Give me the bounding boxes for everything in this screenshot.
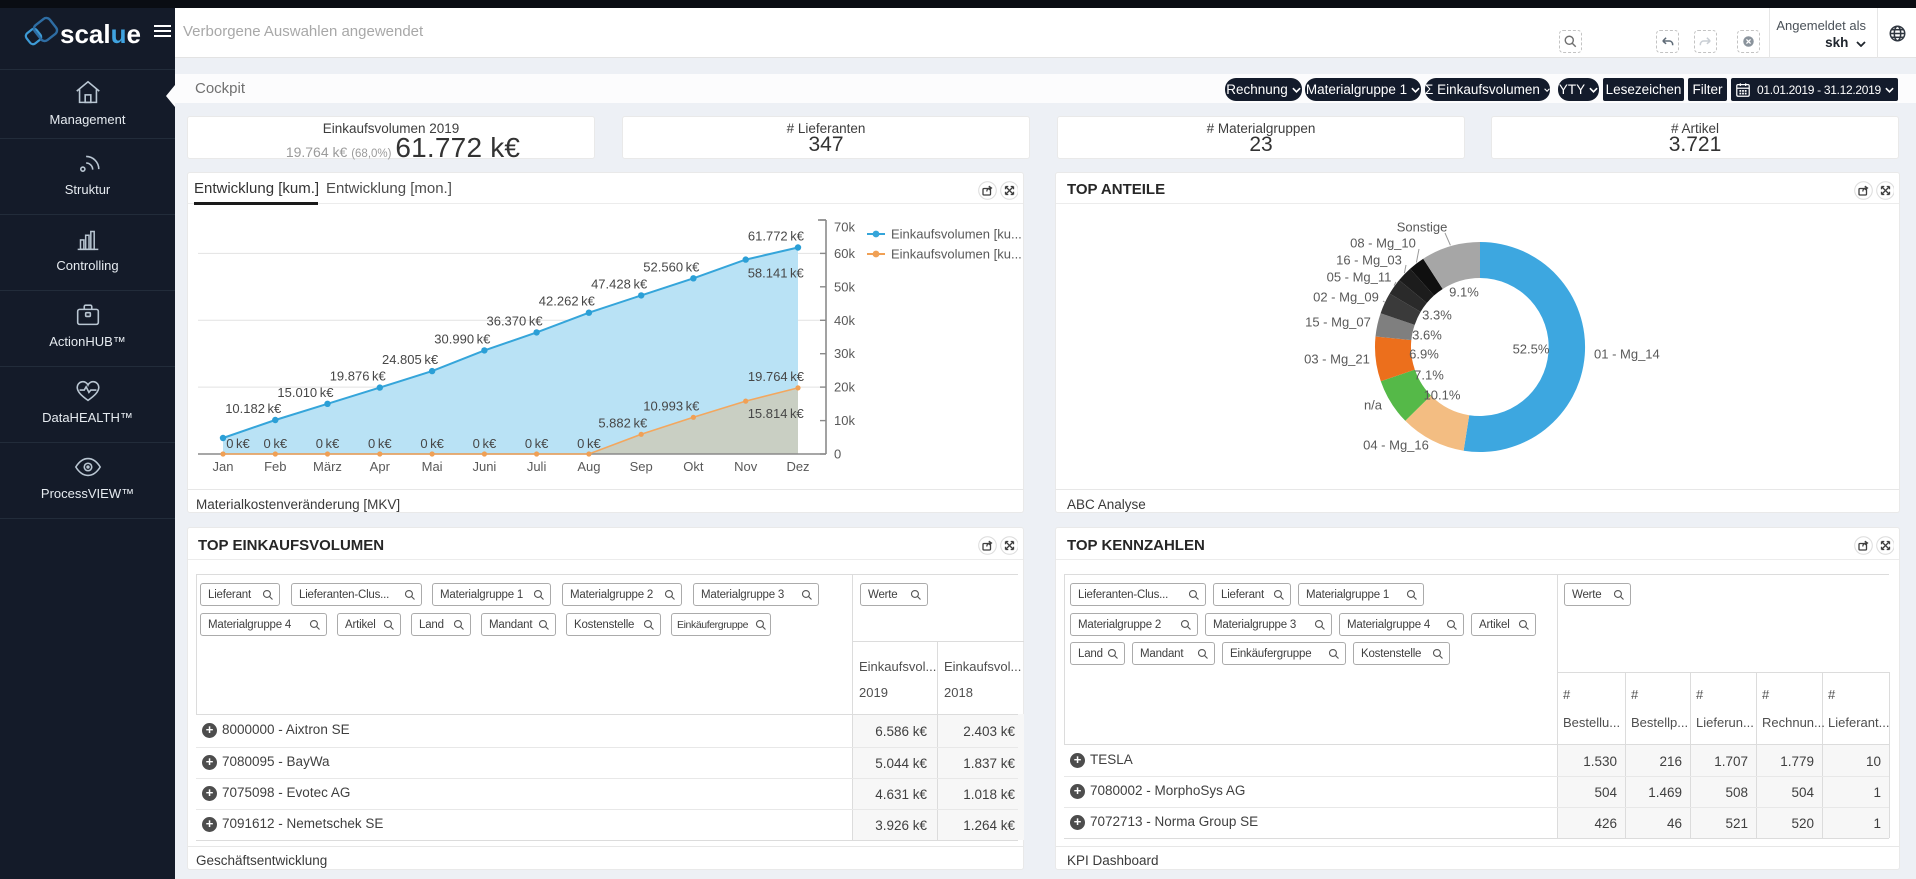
svg-text:Einkaufsvolumen [ku...: Einkaufsvolumen [ku... [891,247,1022,262]
svg-text:52.560 k€: 52.560 k€ [643,259,700,274]
svg-text:0 k€: 0 k€ [473,436,497,451]
svg-text:Apr: Apr [370,459,391,474]
svg-text:02 - Mg_09: 02 - Mg_09 [1313,290,1379,305]
svg-text:03 - Mg_21: 03 - Mg_21 [1304,352,1370,367]
svg-text:0 k€: 0 k€ [525,436,549,451]
svg-text:24.805 k€: 24.805 k€ [382,352,439,367]
svg-text:15 - Mg_07: 15 - Mg_07 [1305,315,1371,330]
svg-text:Mai: Mai [422,459,443,474]
svg-text:9.1%: 9.1% [1449,285,1479,300]
svg-text:Dez: Dez [786,459,809,474]
svg-text:60k: 60k [834,246,855,261]
svg-text:40k: 40k [834,313,855,328]
svg-text:10.993 k€: 10.993 k€ [643,398,700,413]
svg-text:30k: 30k [834,346,855,361]
svg-text:n/a: n/a [1364,398,1383,413]
svg-text:0 k€: 0 k€ [226,436,250,451]
svg-text:15.814 k€: 15.814 k€ [748,406,805,421]
svg-text:10.182 k€: 10.182 k€ [225,401,282,416]
svg-text:10.1%: 10.1% [1424,388,1461,403]
svg-text:10k: 10k [834,413,855,428]
svg-text:0 k€: 0 k€ [368,436,392,451]
svg-text:0 k€: 0 k€ [420,436,444,451]
svg-text:0 k€: 0 k€ [264,436,288,451]
svg-text:3.3%: 3.3% [1422,308,1452,323]
svg-text:47.428 k€: 47.428 k€ [591,276,648,291]
svg-text:Nov: Nov [734,459,758,474]
svg-text:16 - Mg_03: 16 - Mg_03 [1336,253,1402,268]
svg-text:Okt: Okt [683,459,704,474]
svg-text:20k: 20k [834,380,855,395]
svg-text:52.5%: 52.5% [1513,342,1550,357]
svg-text:5.882 k€: 5.882 k€ [598,415,648,430]
svg-text:März: März [313,459,342,474]
svg-text:Juli: Juli [527,459,547,474]
svg-text:42.262 k€: 42.262 k€ [539,294,596,309]
svg-text:Aug: Aug [577,459,600,474]
svg-text:36.370 k€: 36.370 k€ [486,313,543,328]
svg-text:7.1%: 7.1% [1414,368,1444,383]
svg-text:30.990 k€: 30.990 k€ [434,331,491,346]
svg-text:08 - Mg_10: 08 - Mg_10 [1350,236,1416,251]
svg-text:Juni: Juni [472,459,496,474]
svg-text:0 k€: 0 k€ [316,436,340,451]
svg-text:Einkaufsvolumen [ku...: Einkaufsvolumen [ku... [891,227,1022,242]
svg-text:05 - Mg_11: 05 - Mg_11 [1327,270,1392,285]
svg-text:19.876 k€: 19.876 k€ [330,369,387,384]
svg-text:01 - Mg_14: 01 - Mg_14 [1594,347,1660,362]
svg-text:scalue: scalue [60,19,141,49]
svg-text:Sonstige: Sonstige [1397,220,1448,235]
svg-text:70k: 70k [834,220,855,235]
svg-text:50k: 50k [834,279,855,294]
svg-text:19.764 k€: 19.764 k€ [748,369,805,384]
svg-text:Feb: Feb [264,459,286,474]
svg-text:Jan: Jan [213,459,234,474]
svg-text:61.772 k€: 61.772 k€ [748,229,805,244]
svg-text:58.141 k€: 58.141 k€ [748,266,805,281]
svg-text:0 k€: 0 k€ [577,436,601,451]
svg-text:3.6%: 3.6% [1412,328,1442,343]
svg-text:04 - Mg_16: 04 - Mg_16 [1363,438,1429,453]
svg-text:6.9%: 6.9% [1409,347,1439,362]
svg-text:0: 0 [834,447,841,462]
svg-text:Sep: Sep [630,459,653,474]
svg-text:15.010 k€: 15.010 k€ [277,385,334,400]
